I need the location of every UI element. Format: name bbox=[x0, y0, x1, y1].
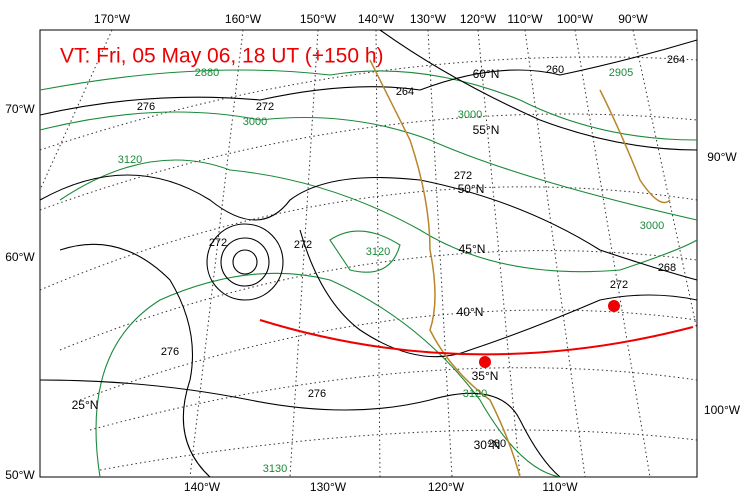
contour-label: 272 bbox=[256, 101, 274, 113]
lat-label: 50°N bbox=[458, 182, 485, 196]
contour-label: 2880 bbox=[195, 67, 219, 79]
lon-label: 120°W bbox=[460, 12, 497, 26]
lon-label: 90°W bbox=[707, 150, 737, 164]
title: VT: Fri, 05 May 06, 18 UT (+150 h) bbox=[60, 45, 384, 68]
section-point bbox=[608, 300, 620, 312]
lat-label: 55°N bbox=[473, 123, 500, 137]
lat-label: 40°N bbox=[457, 305, 484, 319]
contour-label: 276 bbox=[161, 346, 179, 358]
section-line bbox=[259, 319, 694, 356]
lat-label: 60°N bbox=[473, 67, 500, 81]
cross-section bbox=[259, 300, 694, 368]
contour-label: 3120 bbox=[463, 388, 487, 400]
contour-label: 2905 bbox=[609, 67, 633, 79]
contour-label: 272 bbox=[294, 239, 312, 251]
contour-label: 272 bbox=[209, 237, 227, 249]
contour-label: 264 bbox=[396, 86, 414, 98]
lon-label: 130°W bbox=[410, 12, 447, 26]
lon-label: 130°W bbox=[310, 480, 347, 494]
lon-label: 90°W bbox=[618, 12, 648, 26]
contour-label: 3120 bbox=[366, 246, 390, 258]
contour-label: 280 bbox=[488, 438, 506, 450]
lon-label: 140°W bbox=[358, 12, 395, 26]
lon-label: 100°W bbox=[704, 403, 741, 417]
lon-label: 170°W bbox=[94, 12, 131, 26]
contour-label: 3000 bbox=[243, 116, 267, 128]
lon-label: 60°W bbox=[5, 250, 35, 264]
lat-label: 35°N bbox=[472, 369, 499, 383]
lon-label: 100°W bbox=[557, 12, 594, 26]
lon-label: 50°W bbox=[5, 468, 35, 482]
lat-label: 25°N bbox=[72, 398, 99, 412]
contour-label: 276 bbox=[137, 101, 155, 113]
contour-label: 272 bbox=[610, 279, 628, 291]
lon-label: 120°W bbox=[428, 480, 465, 494]
lat-label: 30°N bbox=[474, 438, 501, 452]
lon-label: 110°W bbox=[507, 12, 543, 26]
lon-label: 110°W bbox=[542, 480, 578, 494]
contour-label: 260 bbox=[546, 64, 564, 76]
contour-label: 264 bbox=[667, 54, 685, 66]
contour-label: 272 bbox=[454, 170, 472, 182]
lon-label: 160°W bbox=[225, 12, 262, 26]
lon-label: 70°W bbox=[5, 102, 35, 116]
contour-label: 3120 bbox=[118, 154, 142, 166]
lon-label: 140°W bbox=[184, 480, 221, 494]
contour-label: 268 bbox=[658, 262, 676, 274]
contour-label: 276 bbox=[308, 388, 326, 400]
map-frame bbox=[39, 29, 698, 478]
coastline bbox=[369, 59, 671, 478]
section-point bbox=[479, 356, 491, 368]
contour-label: 3130 bbox=[263, 463, 287, 475]
temperature-contours bbox=[39, 29, 698, 478]
lon-label: 150°W bbox=[300, 12, 337, 26]
contour-label: 3000 bbox=[458, 109, 482, 121]
contour-label: 3000 bbox=[640, 220, 664, 232]
lat-label: 45°N bbox=[459, 242, 486, 256]
height-contours bbox=[39, 69, 698, 478]
